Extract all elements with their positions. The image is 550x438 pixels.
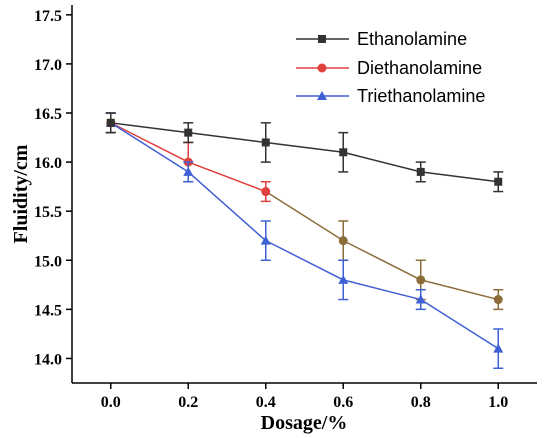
- data-point-triethanolamine: [493, 343, 504, 353]
- y-axis-title: Fluidity/cm: [10, 144, 32, 243]
- legend-marker-ethanolamine: [318, 35, 326, 43]
- data-point-ethanolamine: [261, 138, 270, 147]
- y-ticks: 14.0 14.5 15.0 15.5 16.0 16.5 17.0 17.5: [34, 8, 72, 368]
- x-ticks: 0.0 0.2 0.4 0.6 0.8 1.0: [101, 383, 508, 411]
- legend-marker-diethanolamine: [317, 63, 327, 73]
- series-layer: [105, 112, 504, 370]
- y-tick-label: 15.0: [34, 253, 62, 270]
- axes-layer: 0.0 0.2 0.4 0.6 0.8 1.0 14.014.515.015.516.01…: [10, 5, 537, 434]
- data-point-ethanolamine: [184, 128, 193, 137]
- y-tick-label: 16.5: [34, 106, 62, 123]
- series-ethanolamine: [105, 112, 504, 193]
- series-line-diethanolamine: [342, 239, 422, 281]
- legend-label-triethanolamine: Triethanolamine: [357, 86, 485, 106]
- series-line-ethanolamine: [265, 141, 344, 154]
- y-tick-label: 16.0: [34, 155, 62, 172]
- series-line-ethanolamine: [420, 171, 499, 183]
- data-point-triethanolamine: [183, 166, 194, 176]
- data-point-ethanolamine: [106, 118, 115, 127]
- data-point-diethanolamine: [493, 295, 503, 305]
- x-tick-label: 1.0: [488, 394, 508, 411]
- series-line-triethanolamine: [110, 122, 189, 173]
- series-line-ethanolamine: [110, 122, 189, 134]
- x-axis-title: Dosage/%: [261, 412, 348, 434]
- data-point-ethanolamine: [416, 167, 425, 176]
- legend-label-ethanolamine: Ethanolamine: [357, 29, 467, 49]
- x-tick-label: 0.6: [333, 394, 353, 411]
- x-tick-label: 0.0: [101, 394, 121, 411]
- series-line-diethanolamine: [110, 122, 189, 163]
- data-point-triethanolamine: [338, 274, 349, 284]
- series-line-triethanolamine: [420, 298, 499, 350]
- series-line-triethanolamine: [343, 279, 421, 301]
- data-point-ethanolamine: [494, 177, 503, 186]
- legend: Ethanolamine Diethanolamine Triethanolam…: [296, 29, 485, 106]
- series-line-triethanolamine: [187, 171, 267, 242]
- y-tick-label: 14.0: [34, 351, 62, 368]
- legend-marker-triethanolamine: [317, 91, 327, 100]
- data-point-triethanolamine: [415, 294, 426, 304]
- y-tick-label: 17.0: [34, 57, 62, 74]
- legend-item-triethanolamine: Triethanolamine: [296, 86, 485, 106]
- series-diethanolamine: [105, 112, 504, 311]
- y-tick-label: 15.5: [34, 204, 62, 221]
- series-line-diethanolamine: [265, 190, 344, 242]
- data-point-diethanolamine: [261, 187, 271, 197]
- series-line-triethanolamine: [265, 239, 344, 281]
- series-line-diethanolamine: [187, 161, 267, 193]
- data-point-triethanolamine: [260, 235, 271, 245]
- x-tick-label: 0.4: [256, 394, 276, 411]
- data-point-ethanolamine: [339, 148, 348, 157]
- y-tick-label: 17.5: [34, 8, 62, 25]
- data-point-diethanolamine: [416, 275, 426, 285]
- x-tick-label: 0.2: [178, 394, 198, 411]
- x-tick-label: 0.8: [411, 394, 431, 411]
- legend-label-diethanolamine: Diethanolamine: [357, 58, 482, 78]
- data-point-diethanolamine: [338, 236, 348, 246]
- legend-item-ethanolamine: Ethanolamine: [296, 29, 467, 49]
- series-line-ethanolamine: [343, 151, 421, 173]
- series-line-ethanolamine: [188, 131, 266, 144]
- legend-item-diethanolamine: Diethanolamine: [296, 58, 482, 78]
- y-tick-label: 14.5: [34, 302, 62, 319]
- series-line-diethanolamine: [420, 279, 499, 301]
